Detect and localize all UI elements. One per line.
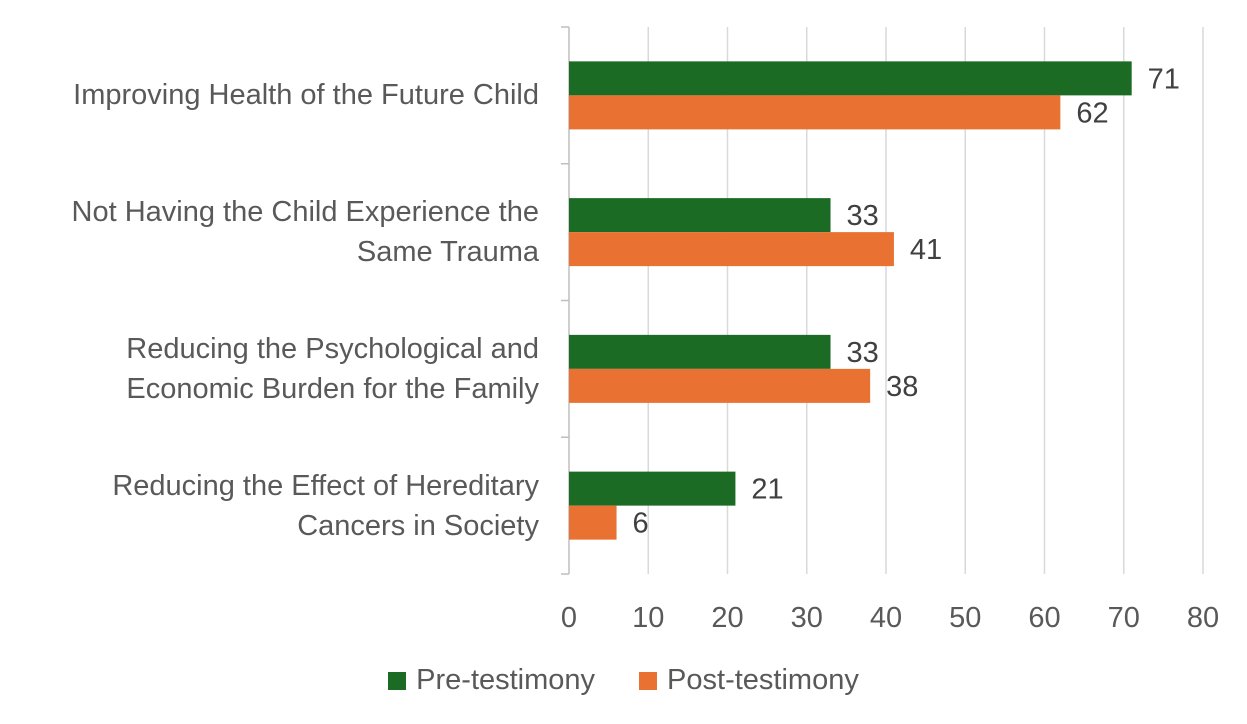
legend-swatch-pre-testimony bbox=[388, 671, 407, 690]
data-label-pre-testimony-2: 33 bbox=[847, 337, 879, 369]
x-tick-label-30: 30 bbox=[791, 602, 823, 634]
data-label-post-testimony-2: 38 bbox=[886, 371, 918, 403]
category-label-improving-health: Improving Health of the Future Child bbox=[73, 79, 539, 111]
legend-item-pre-testimony[interactable]: Pre-testimony bbox=[388, 664, 595, 697]
legend-item-post-testimony[interactable]: Post-testimony bbox=[639, 664, 859, 697]
x-tick-label-70: 70 bbox=[1108, 602, 1140, 634]
category-label-hereditary-cancers: Reducing the Effect of Hereditary Cancer… bbox=[112, 470, 539, 542]
bar-post-testimony-0 bbox=[569, 95, 1061, 130]
bar-pre-testimony-0 bbox=[569, 61, 1132, 96]
legend-label-pre-testimony: Pre-testimony bbox=[416, 664, 596, 696]
x-tick-label-0: 0 bbox=[561, 602, 577, 634]
data-label-post-testimony-0: 62 bbox=[1076, 97, 1108, 129]
bar-post-testimony-2 bbox=[569, 368, 871, 403]
x-tick-label-20: 20 bbox=[711, 602, 743, 634]
data-label-post-testimony-3: 6 bbox=[633, 508, 649, 540]
bar-pre-testimony-2 bbox=[569, 334, 831, 369]
category-label-same-trauma: Not Having the Child Experience the Same… bbox=[71, 196, 539, 268]
x-tick-label-10: 10 bbox=[632, 602, 664, 634]
legend-label-post-testimony: Post-testimony bbox=[667, 664, 859, 696]
bar-post-testimony-1 bbox=[569, 232, 894, 267]
legend-swatch-post-testimony bbox=[639, 671, 658, 690]
data-label-post-testimony-1: 41 bbox=[910, 234, 942, 266]
data-label-pre-testimony-1: 33 bbox=[847, 200, 879, 232]
bar-pre-testimony-1 bbox=[569, 198, 831, 233]
bar-post-testimony-3 bbox=[569, 505, 617, 540]
data-label-pre-testimony-0: 71 bbox=[1148, 63, 1180, 95]
x-tick-label-80: 80 bbox=[1187, 602, 1219, 634]
bar-pre-testimony-3 bbox=[569, 471, 736, 506]
x-tick-label-40: 40 bbox=[870, 602, 902, 634]
x-tick-label-60: 60 bbox=[1028, 602, 1060, 634]
x-tick-label-50: 50 bbox=[949, 602, 981, 634]
data-label-pre-testimony-3: 21 bbox=[751, 474, 783, 506]
category-label-psychological-burden: Reducing the Psychological and Economic … bbox=[126, 333, 539, 405]
legend: Pre-testimony Post-testimony bbox=[0, 664, 1247, 697]
